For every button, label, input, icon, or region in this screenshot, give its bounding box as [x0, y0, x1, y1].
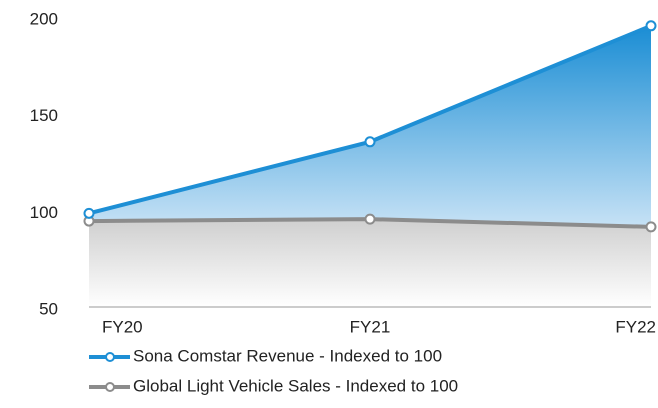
point: [645, 20, 657, 32]
legend-label: Global Light Vehicle Sales - Indexed to …: [133, 376, 458, 395]
x-tick-label: FY20: [102, 317, 143, 336]
point: [645, 221, 657, 233]
y-tick-label: 200: [30, 9, 58, 28]
y-tick-label: 100: [30, 203, 58, 222]
x-tick-label: FY22: [615, 317, 656, 336]
point: [83, 207, 95, 219]
legend-marker: [105, 382, 115, 392]
legend-label: Sona Comstar Revenue - Indexed to 100: [133, 346, 442, 365]
y-tick-label: 150: [30, 106, 58, 125]
y-tick-label: 50: [39, 299, 58, 318]
legend-marker: [105, 352, 115, 362]
area-fill: [89, 219, 651, 307]
x-tick-label: FY21: [350, 317, 391, 336]
point: [364, 213, 376, 225]
point: [364, 136, 376, 148]
